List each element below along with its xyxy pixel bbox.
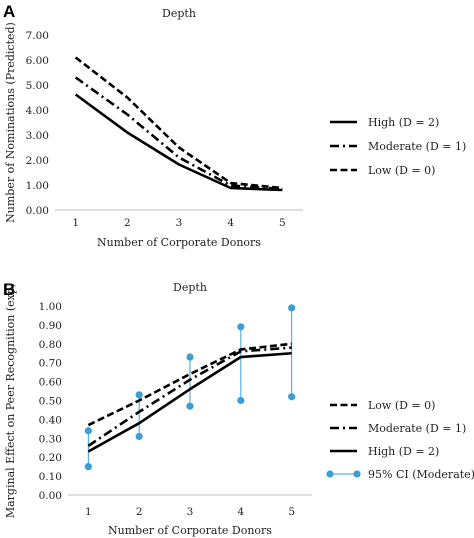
panel-a-y-tick-label: 3.00 xyxy=(26,130,49,142)
panel-a-y-tick-label: 0.00 xyxy=(26,205,49,217)
panel-a-series-line-solid xyxy=(74,93,283,192)
panel-b-y-tick-label: 0.00 xyxy=(39,490,62,502)
panel-b-y-tick-label: 0.90 xyxy=(39,320,62,332)
panel-b-ci-upper-point xyxy=(135,391,143,399)
panel-b-chart: B Depth 0.00 0.10 0.20 0.30 0.40 0.50 0.60 0.70 0.… xyxy=(3,280,474,537)
panel-a-x-tick-label: 1 xyxy=(72,217,79,229)
panel-b-series-line-dashed xyxy=(87,342,292,427)
panel-b-title: Depth xyxy=(173,281,207,294)
panel-b-y-tick-label: 0.80 xyxy=(39,339,62,351)
panel-a-y-tick-label: 5.00 xyxy=(26,80,49,92)
panel-b-y-tick-label: 0.40 xyxy=(39,414,62,426)
panel-b-y-tick-label: 0.30 xyxy=(39,433,62,445)
panel-a-x-tick-label: 4 xyxy=(227,217,234,229)
panel-b-x-tick-label: 4 xyxy=(237,506,244,518)
panel-b-ci-upper-point xyxy=(84,427,92,435)
panel-b-x-axis-label: Number of Corporate Donors xyxy=(108,524,272,537)
panel-b-x-tick-label: 5 xyxy=(288,506,295,518)
panel-b-x-tick-label: 1 xyxy=(85,506,92,518)
panel-a-legend-label: Moderate (D = 1) xyxy=(368,140,466,153)
panel-b-x-tick-label: 3 xyxy=(187,506,194,518)
panel-b-legend-label: Moderate (D = 1) xyxy=(368,422,466,435)
panel-a-x-tick-label: 5 xyxy=(279,217,286,229)
panel-b-ci-upper-point xyxy=(186,353,194,361)
panel-b-series-line-dashdot xyxy=(87,346,292,447)
panel-b-legend-swatch-ci-point xyxy=(326,470,334,478)
panel-b-ci-upper-point xyxy=(237,323,245,331)
panel-b-legend-swatch-ci-point xyxy=(353,470,361,478)
panel-b-ci-lower-point xyxy=(237,396,245,405)
panel-a-legend-label: Low (D = 0) xyxy=(368,164,435,177)
panel-b-y-tick-label: 0.50 xyxy=(39,396,62,408)
panel-a-y-tick-label: 1.00 xyxy=(26,180,49,192)
panel-a-y-tick-label: 7.00 xyxy=(26,30,49,42)
panel-a-series-line-dashed xyxy=(74,56,283,190)
panel-a-y-tick-label: 2.00 xyxy=(26,155,49,167)
panel-a-legend-label: High (D = 2) xyxy=(368,116,439,129)
panel-b-ci-lower-point xyxy=(84,463,92,471)
panel-a-letter: A xyxy=(3,2,15,21)
panel-a-x-tick-label: 3 xyxy=(176,217,183,229)
panel-a-series-line-dashdot xyxy=(74,76,283,191)
panel-a-y-axis-label: Number of Nominations (Predicted) xyxy=(4,22,17,223)
panel-a-x-tick-label: 2 xyxy=(124,217,131,229)
panel-b-y-tick-label: 1.00 xyxy=(39,301,62,313)
panel-b-letter: B xyxy=(3,280,15,299)
panel-b-y-tick-label: 0.60 xyxy=(39,377,62,389)
panel-b-ci-lower-point xyxy=(135,432,143,441)
panel-a-title: Depth xyxy=(162,7,196,20)
panel-a-x-axis-label: Number of Corporate Donors xyxy=(97,236,261,249)
panel-b-legend-label: Low (D = 0) xyxy=(368,399,435,412)
panel-b-ci-upper-point xyxy=(288,304,296,312)
panel-b-y-axis-label: Marginal Effect on Peer Recognition (exp… xyxy=(4,283,17,518)
panel-b-ci-lower-point xyxy=(288,393,296,401)
panel-a-chart: A Depth 0.00 1.00 2.00 3.00 4.00 5.00 6.00 7.00 1 2… xyxy=(3,2,466,249)
panel-b-y-tick-label: 0.70 xyxy=(39,358,62,370)
panel-b-y-tick-label: 0.10 xyxy=(39,471,62,483)
panel-b-legend-label: High (D = 2) xyxy=(368,445,439,458)
panel-b-y-tick-label: 0.20 xyxy=(39,452,62,464)
panel-b-legend-label: 95% CI (Moderate) xyxy=(368,468,474,481)
panel-b-series-line-solid xyxy=(87,351,292,453)
panel-a-y-tick-label: 4.00 xyxy=(26,105,49,117)
panel-a-y-tick-label: 6.00 xyxy=(26,55,49,67)
panel-b-ci-lower-point xyxy=(186,402,194,410)
panel-b-x-tick-label: 2 xyxy=(136,506,143,518)
